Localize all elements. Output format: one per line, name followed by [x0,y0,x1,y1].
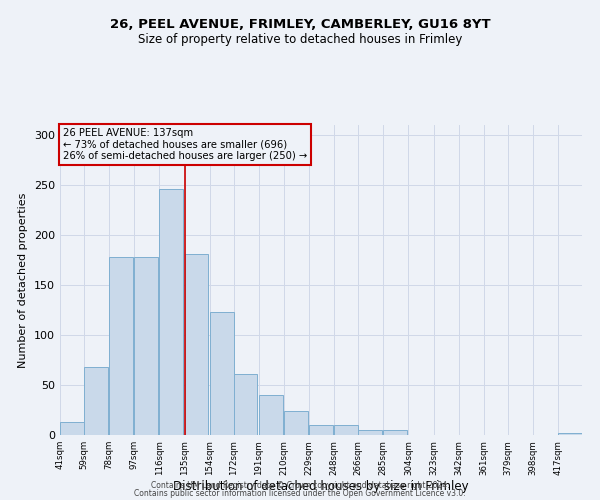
Bar [259,395,283,435]
Text: 26, PEEL AVENUE, FRIMLEY, CAMBERLEY, GU16 8YT: 26, PEEL AVENUE, FRIMLEY, CAMBERLEY, GU1… [110,18,490,30]
Text: Size of property relative to detached houses in Frimley: Size of property relative to detached ho… [138,32,462,46]
Text: Contains HM Land Registry data © Crown copyright and database right 2024.: Contains HM Land Registry data © Crown c… [151,480,449,490]
Text: Contains public sector information licensed under the Open Government Licence v3: Contains public sector information licen… [134,489,466,498]
Y-axis label: Number of detached properties: Number of detached properties [19,192,28,368]
Bar [109,257,133,435]
Bar [309,425,333,435]
Bar [210,312,233,435]
Text: 26 PEEL AVENUE: 137sqm
← 73% of detached houses are smaller (696)
26% of semi-de: 26 PEEL AVENUE: 137sqm ← 73% of detached… [62,128,307,161]
Bar [358,430,382,435]
Bar [558,433,582,435]
Bar [284,411,308,435]
Bar [84,367,107,435]
Bar [334,425,358,435]
Bar [60,422,84,435]
Bar [160,189,183,435]
Bar [383,430,407,435]
Bar [134,257,158,435]
Bar [185,254,208,435]
X-axis label: Distribution of detached houses by size in Frimley: Distribution of detached houses by size … [173,480,469,494]
Bar [233,374,257,435]
